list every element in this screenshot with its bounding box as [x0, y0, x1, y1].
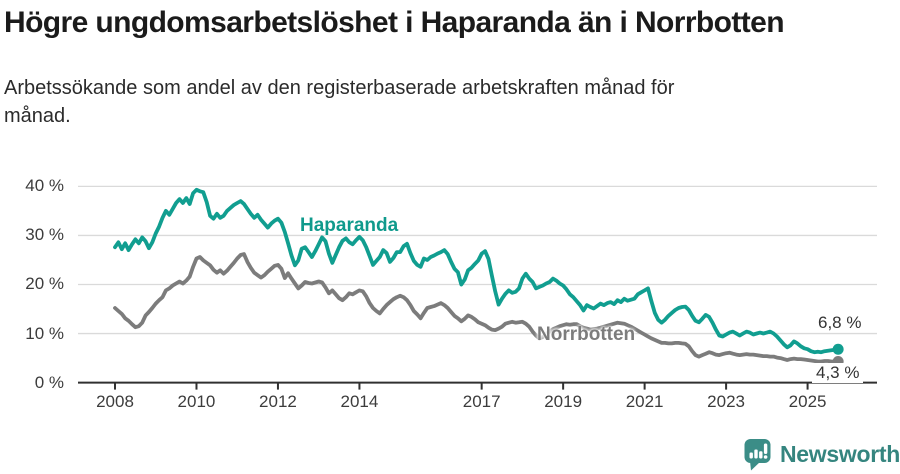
- y-axis-label-20: 20 %: [25, 274, 64, 294]
- newsworthy-logo: Newsworthy: [744, 438, 900, 471]
- logo-bar-small: [749, 452, 753, 459]
- logo-bar-tall: [759, 451, 763, 459]
- x-axis-label-2012: 2012: [259, 392, 297, 411]
- x-axis-label-2017: 2017: [462, 392, 501, 411]
- logo-bar-medium: [754, 449, 758, 459]
- logo-exclamation-bar: [763, 443, 768, 454]
- newsworthy-logo-icon: [744, 439, 771, 471]
- end-value-haparanda: 6,8 %: [818, 313, 862, 332]
- logo-exclamation-dot: [763, 455, 768, 459]
- end-value-norrbotten: 4,3 %: [812, 363, 864, 383]
- subtitle-line-2: månad.: [4, 105, 71, 127]
- x-axis-label-2023: 2023: [707, 392, 745, 411]
- subtitle-line-1: Arbetssökande som andel av den registerb…: [4, 77, 675, 99]
- x-axis-label-2025: 2025: [788, 392, 827, 411]
- haparanda-end-dot: [832, 343, 844, 355]
- page-subtitle: Arbetssökande som andel av den registerb…: [4, 74, 674, 130]
- newsworthy-logo-text: Newsworthy: [780, 441, 900, 467]
- y-axis-label-40: 40 %: [25, 176, 64, 196]
- page-title: Högre ungdomsarbetslöshet i Haparanda än…: [4, 6, 785, 39]
- haparanda-line: [113, 187, 840, 355]
- y-axis-label-10: 10 %: [25, 323, 64, 343]
- x-axis-label-2010: 2010: [177, 392, 216, 411]
- series-label-norrbotten: Norrbotten: [537, 324, 636, 345]
- x-axis-label-2021: 2021: [625, 392, 664, 411]
- y-axis-label-0: 0 %: [34, 372, 64, 392]
- x-axis-label-2008: 2008: [96, 392, 134, 411]
- y-axis-label-30: 30 %: [25, 225, 64, 245]
- series-label-haparanda: Haparanda: [300, 215, 399, 236]
- norrbotten-line: [113, 252, 840, 364]
- x-axis-label-2019: 2019: [544, 392, 583, 411]
- x-axis-label-2014: 2014: [340, 392, 379, 411]
